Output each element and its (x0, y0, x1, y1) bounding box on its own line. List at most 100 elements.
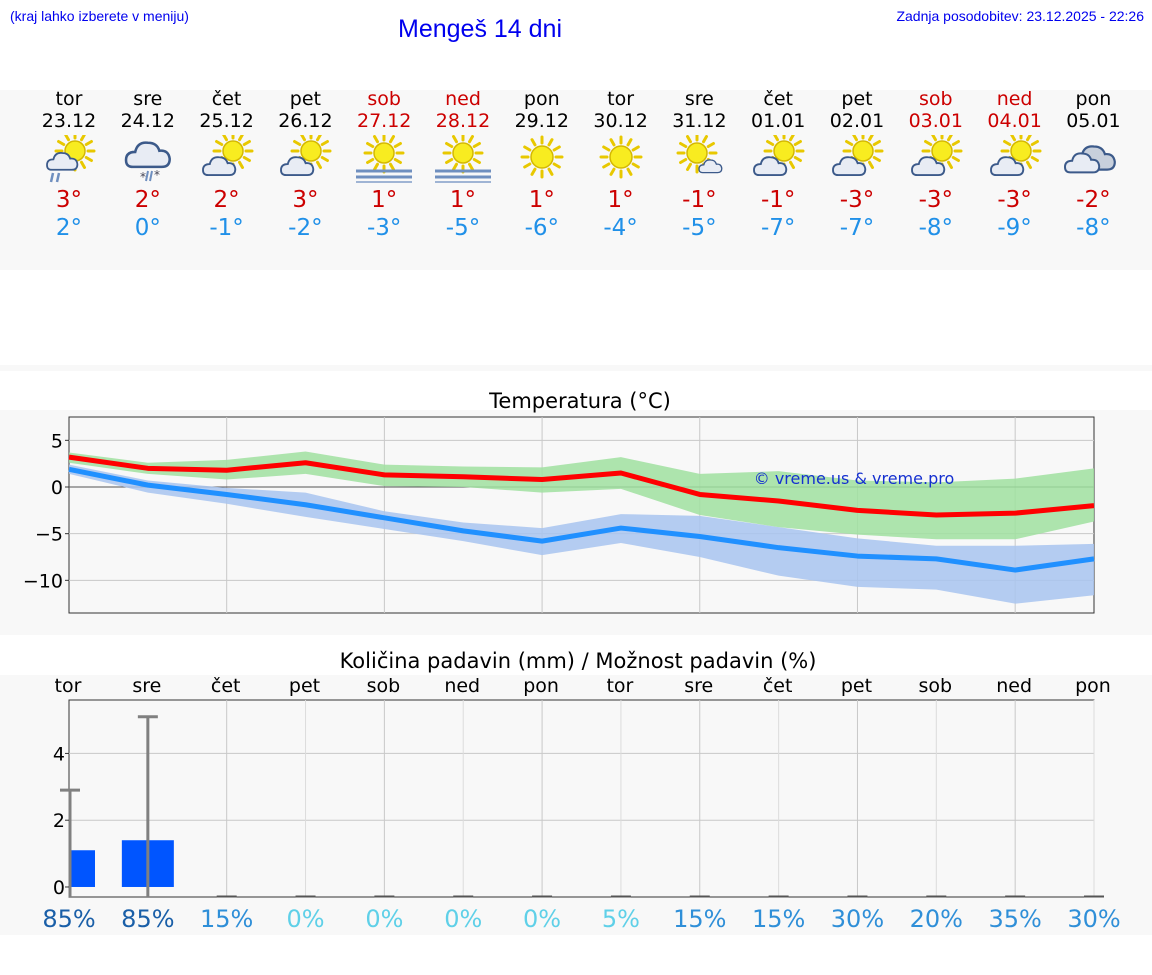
day-name: čet (211, 88, 242, 110)
day-date: 31.12 (672, 110, 727, 132)
category-label: ned (444, 675, 480, 697)
last-updated: Zadnja posodobitev: 23.12.2025 - 22:26 (896, 8, 1144, 24)
precipitation-chart-title: Količina padavin (mm) / Možnost padavin … (340, 649, 817, 673)
temperature-chart-title: Temperatura (°C) (488, 389, 671, 413)
category-label: sre (684, 675, 713, 697)
day-column: ned 04.01 -3° -9° (975, 88, 1055, 242)
precipitation-probability: 0% (365, 905, 403, 933)
temp-max: 3° (292, 187, 319, 213)
temp-min: -5° (682, 215, 717, 241)
max-temp-line (68, 454, 1095, 518)
precipitation-probability: 0% (286, 905, 324, 933)
sun-small-cloud-icon (676, 135, 723, 174)
day-date: 26.12 (278, 110, 333, 132)
sun-cloud-icon (832, 135, 884, 177)
day-date: 05.01 (1066, 110, 1121, 132)
max-temp-range-band (69, 451, 1094, 540)
day-date: 30.12 (593, 110, 648, 132)
y-tick-label: 4 (53, 743, 65, 765)
cloud-sleet-icon: * * (124, 141, 171, 184)
precipitation-chart: Količina padavin (mm) / Možnost padavin … (42, 649, 1120, 933)
temp-min: -7° (839, 215, 875, 241)
sun-cloud-icon (989, 135, 1042, 177)
temp-min: -8° (918, 215, 954, 241)
precipitation-probability: 30% (1067, 905, 1120, 933)
temp-max: 1° (449, 187, 477, 213)
day-name: sob (367, 88, 401, 110)
category-label: čet (763, 675, 793, 697)
precipitation-probability: 0% (523, 905, 561, 933)
day-date: 02.01 (829, 110, 885, 132)
temp-min: -2° (288, 215, 323, 241)
day-name: pet (289, 88, 321, 110)
day-column: tor 23.12 3° 2° (29, 88, 109, 242)
temp-min: -3° (366, 215, 402, 241)
day-column: pon 29.12 1° -6° (502, 88, 582, 242)
category-label: pet (841, 675, 872, 697)
temp-min: -1° (209, 215, 244, 241)
sun-fog-icon (356, 135, 413, 183)
day-column: čet 01.01 -1° -7° (738, 88, 818, 242)
day-name: tor (607, 88, 635, 110)
temp-max: -1° (682, 187, 717, 213)
category-label: ned (996, 675, 1032, 697)
category-label: pet (289, 675, 320, 697)
day-name: pon (1075, 88, 1112, 110)
precipitation-probability: 15% (752, 905, 805, 933)
day-column: sob 03.01 -3° -8° (896, 88, 976, 242)
day-date: 25.12 (199, 110, 254, 132)
day-date: 01.01 (750, 110, 806, 132)
page-title: Mengeš 14 dni (398, 15, 563, 43)
sun-cloud-icon (910, 135, 963, 177)
day-name: sob (919, 88, 953, 110)
precipitation-probability: 0% (444, 905, 482, 933)
day-date: 29.12 (514, 110, 569, 132)
precipitation-probability: 85% (42, 905, 95, 933)
day-column: tor 30.12 1° -4° (581, 88, 661, 242)
category-label: pon (1075, 675, 1111, 697)
temp-max: -3° (918, 187, 954, 213)
category-label: sob (367, 675, 401, 697)
sun-cloud-icon (753, 135, 805, 177)
temp-min: -5° (445, 215, 481, 241)
y-tick-label: 0 (51, 477, 63, 499)
category-label: sre (132, 675, 161, 697)
temp-min: -4° (603, 215, 638, 241)
watermark: © vreme.us & vreme.pro (754, 469, 955, 488)
y-tick-label: −10 (23, 570, 63, 592)
temp-min: 0° (134, 215, 161, 241)
temperature-chart: Temperatura (°C) 5 0 −5 −10 © vreme.us & vr… (23, 389, 1095, 614)
location-hint[interactable]: (kraj lahko izberete v meniju) (10, 8, 189, 24)
temp-max: -2° (1076, 187, 1111, 213)
precipitation-probability: 35% (988, 905, 1041, 933)
category-label: pon (523, 675, 559, 697)
category-label: sob (919, 675, 953, 697)
precipitation-bar (69, 850, 95, 887)
precipitation-probability: 15% (200, 905, 253, 933)
day-name: ned (445, 88, 481, 110)
temp-max: 1° (371, 187, 398, 213)
sun-fog-icon (435, 135, 491, 183)
sun-icon (599, 135, 643, 179)
temp-max: 2° (213, 187, 240, 213)
day-name: čet (763, 88, 793, 110)
svg-text:*: * (154, 168, 160, 182)
day-column: pet 02.01 -3° -7° (817, 88, 897, 242)
temp-min: -9° (997, 215, 1032, 241)
day-column: pon 05.01 -2° -8° (1053, 88, 1133, 242)
sun-cloud-icon (201, 135, 254, 177)
temp-max: -1° (760, 187, 796, 213)
day-name: sre (684, 88, 714, 110)
day-name: ned (996, 88, 1033, 110)
forecast-band (0, 90, 1152, 270)
day-date: 24.12 (120, 110, 175, 132)
day-date: 23.12 (41, 110, 97, 132)
precipitation-plot-area (68, 699, 1095, 898)
category-label: tor (606, 675, 633, 697)
y-tick-label: −5 (35, 524, 63, 546)
day-date: 03.01 (908, 110, 963, 132)
day-date: 28.12 (435, 110, 491, 132)
temp-max: -3° (997, 187, 1032, 213)
y-tick-label: 2 (53, 810, 65, 832)
precipitation-probability: 30% (831, 905, 884, 933)
